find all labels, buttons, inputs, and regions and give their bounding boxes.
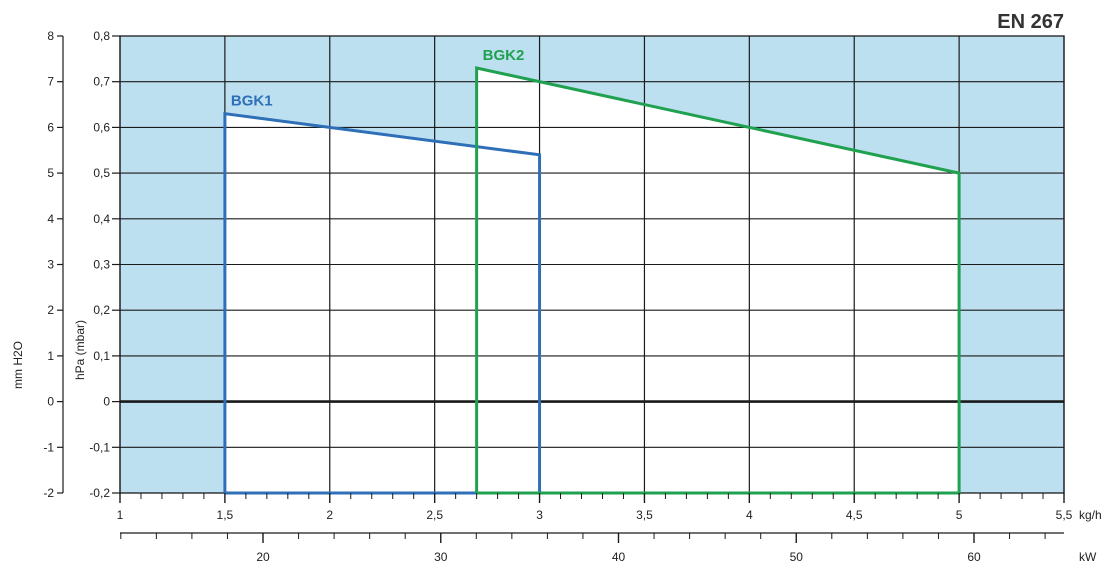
x-tick-label: 5 [956,508,963,522]
y-tick-label: 0,5 [93,166,110,180]
series-label-bgk1: BGK1 [231,93,273,110]
chart-title: EN 267 [997,11,1064,33]
x2-tick-label: 40 [612,550,626,564]
x-tick-label: 2 [326,508,333,522]
x2-tick-label: 20 [256,550,270,564]
y2-axis-label: mm H2O [11,341,25,389]
x-tick-label: 4,5 [846,508,863,522]
x-tick-label: 4 [746,508,753,522]
series-fill-bgk1 [224,113,540,493]
series-line-bgk2 [475,66,961,495]
series-label-bgk2: BGK2 [483,47,525,64]
y-tick-label: 0,1 [93,349,110,363]
y-tick-label: 0,8 [93,29,110,43]
y-axis-label: hPa (mbar) [73,320,87,380]
y2-tick-label: 8 [47,29,54,43]
y2-tick-label: -1 [43,440,54,454]
y2-tick-label: 7 [47,75,54,89]
y-tick-label: 0,6 [93,120,110,134]
y2-tick-label: 5 [47,166,54,180]
x2-tick-label: 50 [790,550,804,564]
y-tick-label: 0,2 [93,303,110,317]
x-tick-label: 3,5 [636,508,653,522]
x-tick-label: 1,5 [217,508,234,522]
y-tick-label: 0,4 [93,212,110,226]
x2-tick-label: 30 [434,550,448,564]
y-tick-label: 0,3 [93,258,110,272]
series-fill-bgk2 [476,67,960,494]
y2-tick-label: 4 [47,212,54,226]
y-tick-label: -0,2 [89,486,110,500]
y2-tick-label: -2 [43,486,54,500]
x-tick-label: 1 [117,508,124,522]
y2-tick-label: 0 [47,395,54,409]
y2-tick-label: 3 [47,258,54,272]
y2-tick-label: 1 [47,349,54,363]
y-tick-label: 0,7 [93,75,110,89]
y-tick-label: -0,1 [89,440,110,454]
y2-tick-label: 6 [47,120,54,134]
y-tick-label: 0 [103,395,110,409]
x-tick-label: 3 [536,508,543,522]
y2-tick-label: 2 [47,303,54,317]
x-tick-label: 2,5 [426,508,443,522]
x-axis-label: kg/h [1079,508,1102,522]
x2-tick-label: 60 [967,550,981,564]
x2-axis-label: kW [1079,550,1097,564]
x-tick-label: 5,5 [1056,508,1073,522]
